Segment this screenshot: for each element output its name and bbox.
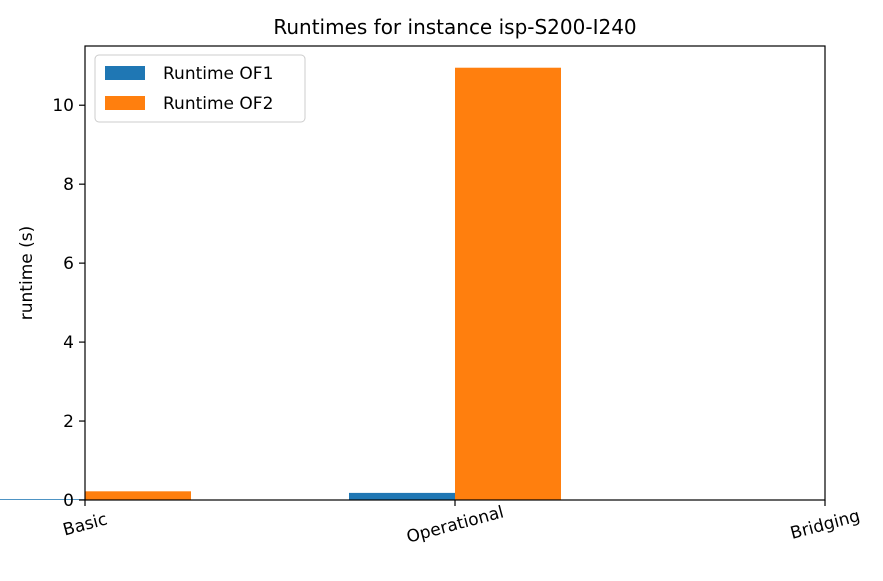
bar-runtime-of2-basic <box>85 491 191 500</box>
y-tick-label: 6 <box>63 254 74 274</box>
legend-swatch-1 <box>105 66 145 80</box>
legend-box <box>94 54 306 123</box>
y-tick-label: 4 <box>63 333 74 353</box>
legend-label-1: Runtime OF1 <box>163 64 273 84</box>
y-tick-label: 10 <box>52 96 74 116</box>
legend: Runtime OF1 Runtime OF2 <box>94 54 306 123</box>
legend-label-2: Runtime OF2 <box>163 94 273 114</box>
bar-runtime-of1-basic <box>0 499 85 500</box>
bar-runtime-of2-operational <box>455 67 561 500</box>
x-tick-label-bridging: Bridging <box>788 506 862 544</box>
legend-swatch-2 <box>105 96 145 110</box>
bars-group <box>0 67 561 500</box>
x-tick-label-operational: Operational <box>404 502 506 547</box>
chart-title: Runtimes for instance isp-S200-I240 <box>273 15 636 39</box>
x-tick-label-basic: Basic <box>61 509 110 540</box>
y-tick-label: 0 <box>63 491 74 511</box>
bar-runtime-of1-operational <box>349 492 455 500</box>
y-tick-label: 2 <box>63 412 74 432</box>
y-axis-label: runtime (s) <box>17 226 37 320</box>
y-tick-label: 8 <box>63 175 74 195</box>
